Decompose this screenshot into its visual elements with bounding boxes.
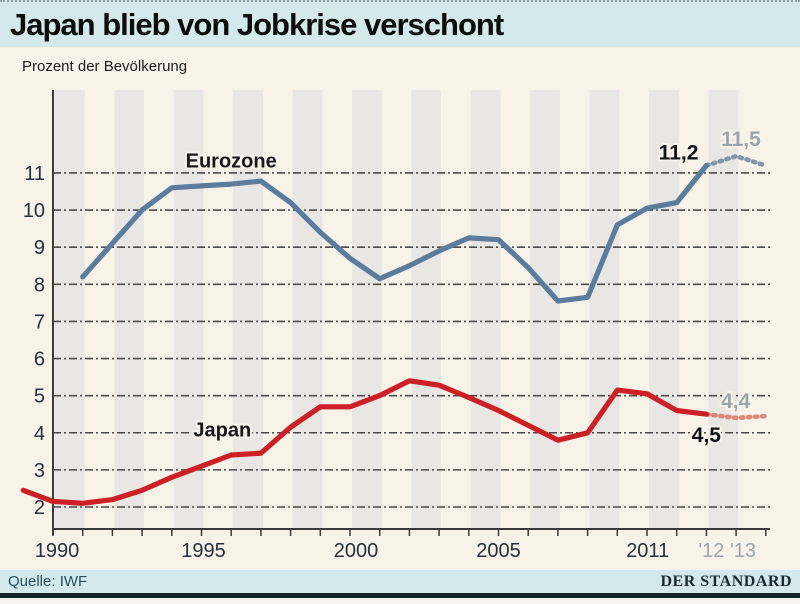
title-band: Japan blieb von Jobkrise verschont [0,0,800,47]
y-tick-label: 11 [24,163,45,185]
year-stripe [292,90,323,529]
source-label: Quelle: IWF [8,573,88,590]
x-tick-label: '12 '13 [698,540,756,562]
chart-subtitle: Prozent der Bevölkerung [22,58,188,75]
x-tick-label: 2005 [476,540,521,562]
year-stripe [530,90,560,529]
x-tick-label: 1990 [35,540,80,562]
value-annotation: 4,5 [692,424,722,447]
y-tick-label: 7 [34,311,45,333]
x-tick-label: 2011 [626,540,669,562]
series-label-japan: Japan [193,419,251,441]
value-annotation: 11,5 [721,128,761,151]
bottom-pad [0,598,800,604]
year-stripe [173,90,204,529]
year-stripe [411,90,442,529]
year-stripe [589,90,620,529]
year-stripe [649,90,679,529]
y-tick-label: 2 [34,497,45,519]
series-line-eurozone [80,162,710,304]
value-annotation: 11,2 [659,141,699,164]
y-tick-label: 8 [34,274,45,296]
y-tick-label: 6 [34,349,45,371]
footer-band: Quelle: IWF DER STANDARD [0,570,800,593]
x-tick-label: 2000 [334,540,379,562]
year-stripe [55,90,85,529]
series-line-eurozone-forecast [704,153,769,168]
year-stripe [114,90,145,529]
chart-title: Japan blieb von Jobkrise verschont [10,7,504,42]
y-tick-label: 4 [34,423,45,445]
series-line-japan-forecast [704,411,769,421]
series-label-eurozone: Eurozone [186,150,277,172]
y-tick-label: 9 [34,237,45,259]
chart-svg: 2 3 4 5 6 7 8 9 10 11 1990 1995 2000 2005 2011 '12 '13 E… [20,90,770,562]
y-tick-label: 3 [34,460,45,482]
year-stripe [352,90,382,529]
y-tick-label: 5 [34,386,45,408]
bottom-rule [0,593,800,598]
x-tick-label: 1995 [181,540,226,562]
series-line-japan [20,378,710,506]
y-tick-label: 10 [23,200,45,222]
brand-logo: DER STANDARD [660,572,792,590]
value-annotation: 4,4 [721,390,751,413]
year-stripe [470,90,501,529]
chart-area: Prozent der Bevölkerung 2 3 4 5 6 7 8 9 10 11 1990… [0,47,800,570]
